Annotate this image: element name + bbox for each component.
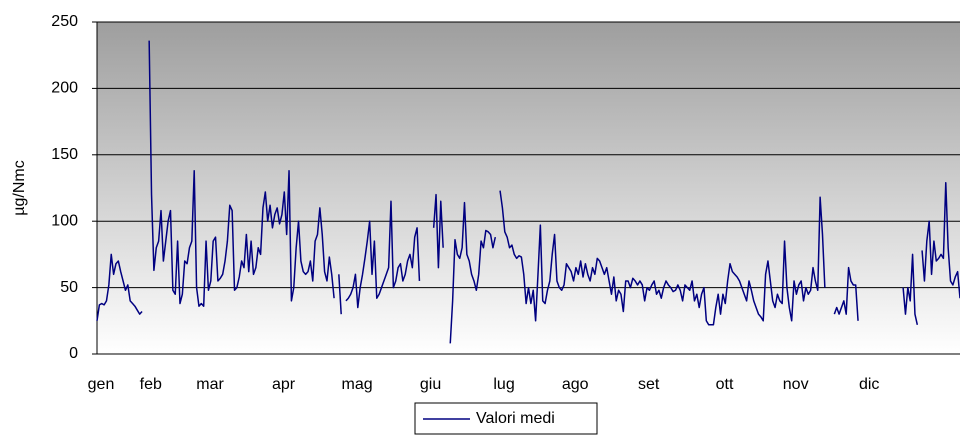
plot-area: [97, 22, 960, 354]
data-line: [432, 193, 444, 269]
x-tick-label: mag: [341, 376, 372, 393]
data-line: [449, 201, 497, 344]
y-tick-label: 0: [69, 345, 78, 362]
y-axis-label: µg/Nmc: [11, 160, 28, 215]
data-line: [499, 190, 826, 326]
x-tick-label: lug: [493, 376, 514, 393]
x-tick-label: mar: [196, 376, 224, 393]
x-tick-label: giu: [420, 376, 441, 393]
data-line: [345, 200, 421, 309]
y-tick-label: 150: [51, 146, 78, 163]
x-tick-label: ott: [716, 376, 734, 393]
legend-label: Valori medi: [476, 410, 555, 427]
x-tick-label: gen: [88, 376, 115, 393]
x-tick-label: nov: [783, 376, 809, 393]
y-tick-label: 50: [60, 279, 78, 296]
x-tick-label: apr: [272, 376, 296, 393]
data-line: [902, 253, 919, 325]
data-line: [833, 266, 859, 321]
y-tick-label: 200: [51, 80, 78, 97]
legend: Valori medi: [414, 402, 598, 435]
data-line: [96, 253, 143, 321]
x-tick-label: dic: [859, 376, 879, 393]
x-tick-label: feb: [140, 376, 162, 393]
y-tick-label: 250: [51, 13, 78, 30]
data-line: [921, 181, 960, 299]
data-line: [148, 40, 335, 307]
x-tick-label: set: [638, 376, 660, 393]
x-tick-label: ago: [562, 376, 589, 393]
y-tick-label: 100: [51, 212, 78, 229]
data-line: [338, 274, 342, 315]
